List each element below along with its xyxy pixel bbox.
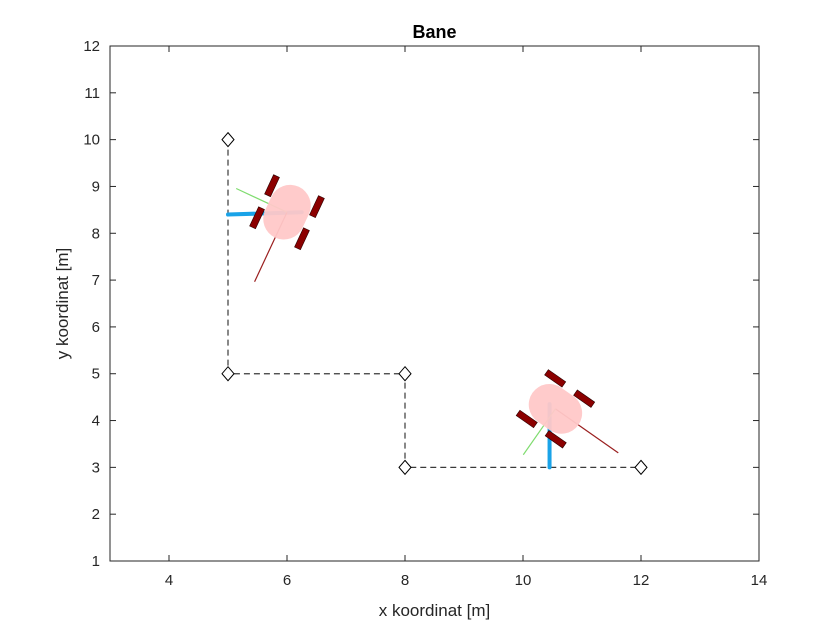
robot-wheel — [573, 389, 596, 408]
waypoint-marker — [221, 131, 235, 148]
y-tick-label: 3 — [92, 459, 100, 476]
y-tick-label: 2 — [92, 506, 100, 523]
y-tick-label: 8 — [92, 225, 100, 242]
x-tick-label: 14 — [751, 572, 768, 589]
x-axis-label: x koordinat [m] — [379, 601, 491, 620]
waypoint-marker — [221, 365, 235, 382]
waypoint-marker — [398, 365, 412, 382]
robot-body — [263, 184, 311, 240]
y-tick-label: 11 — [84, 85, 100, 102]
robot-wheel — [544, 369, 567, 388]
y-axis-label: y koordinat [m] — [53, 248, 72, 360]
x-tick-label: 12 — [633, 572, 650, 589]
waypoint-marker — [398, 459, 412, 476]
waypoint-marker — [634, 459, 648, 476]
robots — [226, 174, 619, 470]
y-tick-label: 7 — [92, 272, 100, 289]
y-tick-label: 5 — [92, 366, 100, 383]
robot-wheel — [515, 409, 538, 429]
y-tick-label: 4 — [92, 413, 100, 430]
y-tick-label: 6 — [92, 319, 100, 336]
axes-box — [109, 45, 760, 562]
robot-body — [528, 383, 583, 434]
robot-heading-line — [555, 408, 619, 454]
x-tick-label: 6 — [283, 572, 291, 589]
robot-wheel — [249, 206, 265, 230]
y-tick-label: 9 — [92, 178, 100, 195]
robot — [226, 174, 325, 282]
x-tick-label: 10 — [515, 572, 532, 589]
chart-title: Bane — [412, 22, 456, 42]
reference-path — [221, 131, 648, 476]
robot-wheel — [264, 174, 280, 198]
y-tick-label: 1 — [92, 553, 100, 570]
robot — [515, 369, 619, 470]
y-tick-label: 12 — [83, 38, 100, 55]
x-tick-label: 4 — [165, 572, 173, 589]
y-tick-label: 10 — [83, 132, 100, 149]
robot-wheel — [309, 195, 325, 219]
robot-wheel — [544, 430, 567, 449]
robot-wheel — [294, 227, 310, 251]
x-tick-label: 8 — [401, 572, 409, 589]
